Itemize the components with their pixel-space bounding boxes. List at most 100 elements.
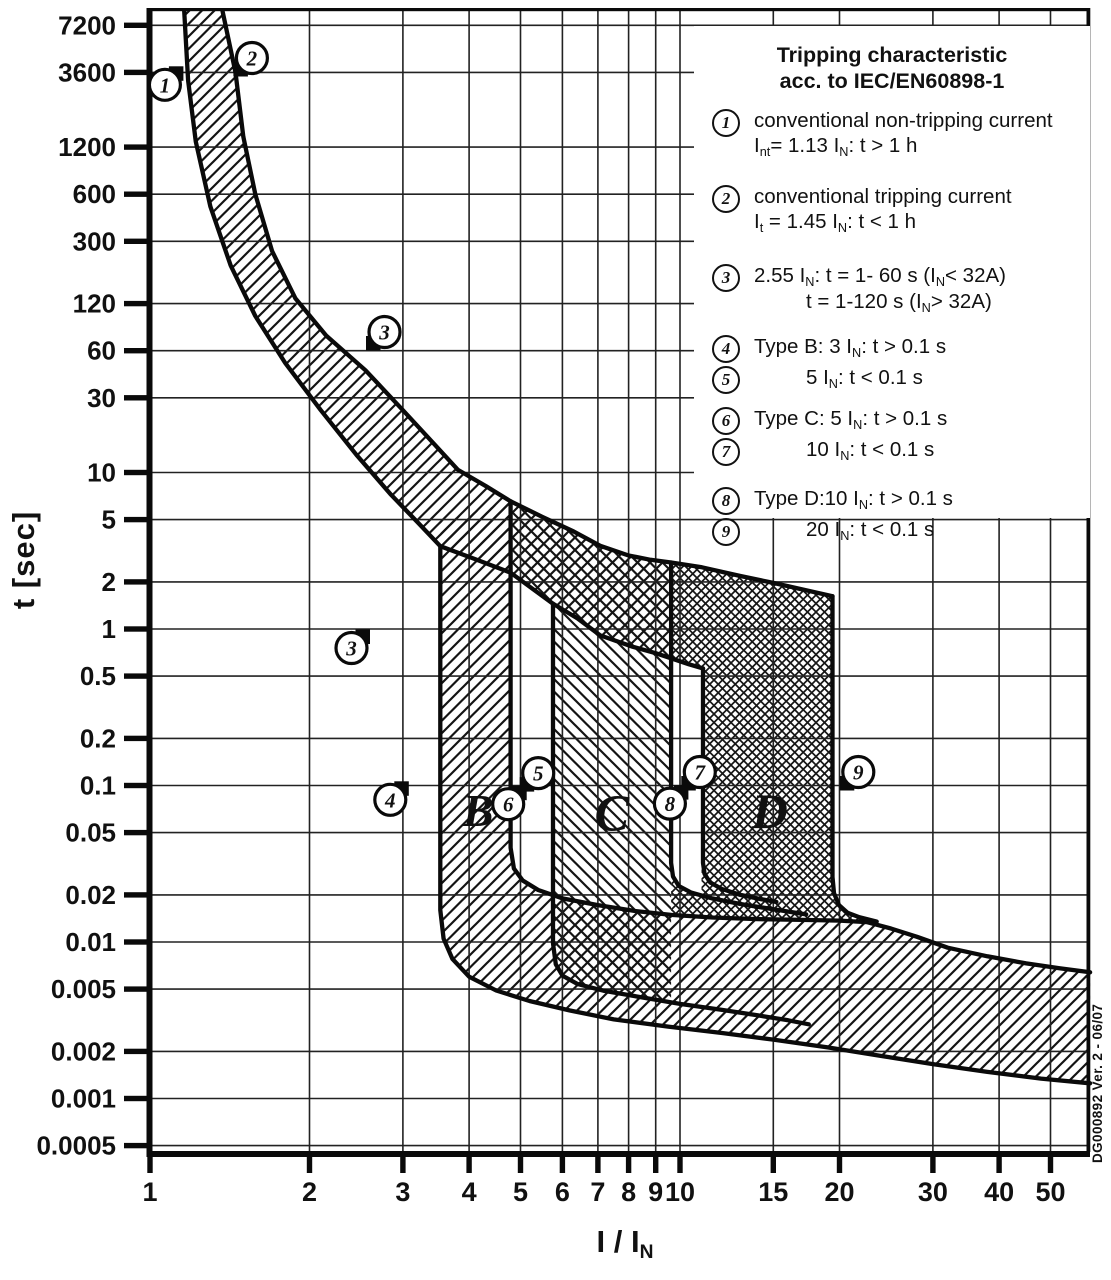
svg-text:3: 3 [345,637,357,661]
legend-item-text: conventional non-tripping current [754,109,1053,133]
svg-text:4: 4 [384,788,396,812]
legend-item-text: Type D:10 IN: t > 0.1 s [754,486,953,512]
callout-marker-9: 9 [839,754,876,791]
svg-text:0.0005: 0.0005 [36,1131,116,1161]
svg-text:2: 2 [302,1177,317,1207]
svg-text:4: 4 [462,1177,477,1207]
callout-marker-7: 7 [681,754,717,791]
callout-marker-3: 3 [334,629,370,666]
legend-item-2: 2 conventional tripping current It = 1.45 … [694,184,1090,235]
svg-text:15: 15 [758,1177,788,1207]
svg-text:60: 60 [87,336,116,366]
legend-item-text: 10 IN: t < 0.1 s [806,437,935,463]
legend-item-9: 9 20 IN: t < 0.1 s [694,517,1090,546]
legend-item-number-circle: 2 [712,184,740,213]
svg-text:2: 2 [246,47,258,71]
svg-text:0.002: 0.002 [51,1036,116,1066]
curve-type-C-upper-magnetic [668,560,809,917]
svg-text:30: 30 [918,1177,948,1207]
svg-text:9: 9 [853,761,864,785]
svg-text:120: 120 [73,289,116,319]
curve-upper-thermal-limit-and-D-top [220,8,835,599]
legend-item-text: 20 IN: t < 0.1 s [806,517,935,543]
svg-text:0.1: 0.1 [80,771,116,801]
legend-item-number-circle: 3 [712,264,740,293]
callout-marker-8: 8 [652,785,689,821]
curve-type-D-lower-magnetic [700,666,779,905]
svg-text:600: 600 [73,179,116,209]
channel-gap-B-C [512,573,552,896]
svg-text:1200: 1200 [58,132,116,162]
legend-item-6: 6 Type C: 5 IN: t > 0.1 s [694,406,1090,435]
legend-box: Tripping characteristic acc. to IEC/EN60… [694,26,1090,546]
svg-text:0.5: 0.5 [80,661,116,691]
svg-text:3: 3 [395,1177,410,1207]
region-type-C-band [510,501,672,1003]
svg-text:0.005: 0.005 [51,974,116,1004]
legend-item-text: Type B: 3 IN: t > 0.1 s [754,334,947,360]
type-letter-D: D [751,783,788,839]
svg-text:1: 1 [102,614,116,644]
legend-item-1: 1 conventional non-tripping current Int= 1… [694,108,1090,159]
svg-text:10: 10 [665,1177,695,1207]
svg-text:5: 5 [533,762,544,786]
legend-item-text: Type C: 5 IN: t > 0.1 s [754,406,948,432]
callout-marker-2: 2 [233,40,269,77]
svg-text:10: 10 [87,458,116,488]
callout-marker-3: 3 [366,314,402,351]
svg-text:40: 40 [984,1177,1014,1207]
svg-text:2: 2 [102,567,116,597]
legend-item-list: 1 conventional non-tripping current Int= 1… [694,108,1090,546]
svg-text:1: 1 [142,1177,157,1207]
svg-text:0.2: 0.2 [80,723,116,753]
legend-title-line1: Tripping characteristic [776,43,1008,67]
legend-item-number-circle: 4 [712,334,740,363]
svg-text:30: 30 [87,383,116,413]
svg-text:6: 6 [555,1177,570,1207]
callout-marker-1: 1 [147,66,184,102]
svg-text:3600: 3600 [58,57,116,87]
legend-item-number-circle: 6 [712,406,740,435]
curve-type-C-lower-magnetic [550,601,811,1027]
svg-text:8: 8 [665,792,676,816]
type-letter-C: C [595,785,631,842]
legend-item-text: t = 1-120 s (IN> 32A) [806,290,992,316]
svg-text:50: 50 [1035,1177,1065,1207]
svg-text:7: 7 [590,1177,605,1207]
legend-item-text: It = 1.45 IN: t < 1 h [754,209,917,235]
legend-item-8: 8 Type D:10 IN: t > 0.1 s [694,486,1090,515]
svg-text:0.001: 0.001 [51,1084,116,1114]
svg-text:0.05: 0.05 [65,818,116,848]
legend-title: Tripping characteristic acc. to IEC/EN60… [694,42,1090,94]
svg-text:5: 5 [513,1177,528,1207]
curve-type-D-upper-magnetic [830,594,879,924]
legend-item-number-circle: 1 [712,109,740,138]
legend-item-3: 3 2.55 IN: t = 1- 60 s (IN< 32A) t = 1-120… [694,263,1090,316]
x-axis-title: I / IN [596,1224,654,1263]
legend-item-7: 7 10 IN: t < 0.1 s [694,437,1090,466]
svg-text:300: 300 [73,226,116,256]
axis-tick-labels: 7200360012006003001206030105210.50.20.10… [36,10,1065,1207]
legend-item-number-circle: 7 [712,437,740,466]
svg-text:20: 20 [824,1177,854,1207]
svg-text:7: 7 [695,761,707,785]
type-letter-B: B [462,785,494,836]
legend-item-text: conventional tripping current [754,184,1012,208]
tripping-limit-curves [182,8,1093,1086]
legend-item-text: 2.55 IN: t = 1- 60 s (IN< 32A) [754,264,1006,289]
callout-marker-4: 4 [373,781,409,817]
document-reference-text: DG000892 Ver. 2 - 06/07 [1090,1003,1105,1163]
svg-text:5: 5 [102,505,116,535]
svg-text:0.02: 0.02 [65,880,116,910]
svg-text:1: 1 [160,73,171,97]
svg-text:8: 8 [621,1177,636,1207]
axes-frame-and-ticks [124,8,1091,1173]
legend-item-5: 5 5 IN: t < 0.1 s [694,365,1090,394]
curve-type-B-upper-magnetic [508,499,1093,975]
curve-type-B-lower-magnetic [438,544,1093,1086]
svg-text:6: 6 [503,793,514,817]
legend-item-number-circle: 9 [712,517,740,546]
legend-item-number-circle: 5 [712,365,740,394]
